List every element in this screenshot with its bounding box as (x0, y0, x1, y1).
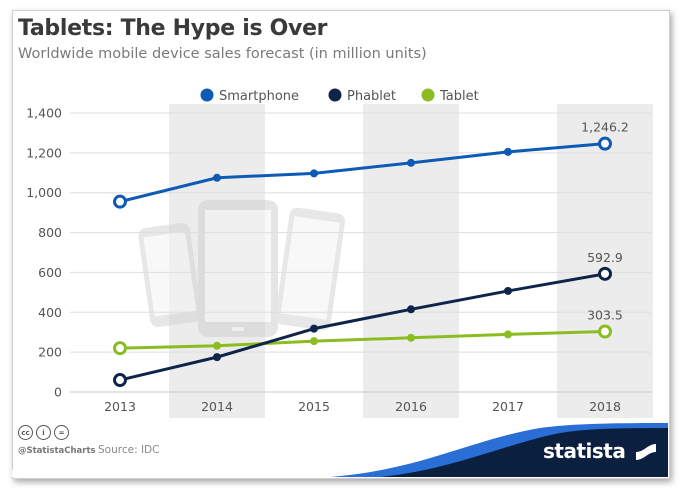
phablet-point (310, 324, 318, 333)
y-tick-label: 1,200 (26, 145, 62, 160)
smartphone-point (407, 158, 415, 167)
phablet-point (113, 373, 127, 388)
statista-brand[interactable]: statista (543, 439, 626, 463)
x-tick-label: 2015 (298, 399, 330, 414)
y-axis-ticks: 0 200 400 600 800 1,000 1,200 1,400 (26, 106, 62, 400)
legend-item-tablet[interactable]: Tablet (421, 88, 479, 105)
y-tick-label: 600 (38, 265, 62, 280)
phablet-line (119, 272, 606, 382)
legend-label: Tablet (439, 89, 479, 104)
tablet-point (407, 333, 415, 342)
y-tick-label: 200 (38, 345, 62, 360)
smartphone-end-label: 1,246.2 (581, 120, 629, 135)
legend-label: Phablet (347, 89, 396, 104)
tablet-center-icon (198, 200, 278, 337)
phablet-point (407, 305, 415, 314)
phablet-point (504, 286, 512, 295)
chart-title: Tablets: The Hype is Over (18, 16, 328, 41)
y-tick-label: 800 (38, 225, 62, 240)
x-axis-ticks: 2013 2014 2015 2016 2017 2018 (104, 399, 621, 414)
legend-swatch-icon (200, 88, 214, 102)
y-tick-label: 1,400 (26, 106, 62, 121)
twitter-handle[interactable]: @StatistaCharts (18, 446, 96, 456)
x-tick-label: 2014 (201, 399, 233, 414)
series-phablet: 592.9 (113, 250, 623, 388)
x-tick-label: 2018 (589, 399, 621, 414)
x-tick-label: 2017 (492, 399, 524, 414)
smartphone-line (119, 142, 606, 204)
smartphone-point (504, 147, 512, 156)
tablet-point (213, 341, 221, 350)
smartphone-point (213, 173, 221, 182)
license-icons: cc i = (18, 425, 69, 440)
y-tick-label: 0 (54, 385, 62, 400)
source-label: Source: IDC (98, 444, 160, 456)
x-tick-label: 2013 (104, 399, 136, 414)
smartphone-point (598, 136, 612, 151)
tablet-point (310, 337, 318, 346)
smartphone-point (113, 194, 127, 209)
chart-subtitle: Worldwide mobile device sales forecast (… (18, 46, 427, 62)
tablet-end-label: 303.5 (587, 308, 623, 323)
column-band-2016 (363, 104, 459, 418)
tablet-line (119, 330, 606, 350)
tablet-point (598, 324, 612, 339)
phablet-point (213, 353, 221, 362)
phone-left-icon (138, 222, 202, 328)
phone-right-icon (275, 207, 346, 331)
tablet-point (113, 341, 127, 356)
legend-label: Smartphone (219, 89, 299, 104)
phablet-end-label: 592.9 (587, 250, 623, 265)
statista-logo-icon (636, 444, 656, 460)
y-tick-label: 1,000 (26, 185, 62, 200)
legend-item-phablet[interactable]: Phablet (328, 88, 397, 105)
gridlines (70, 112, 651, 393)
cc-icon[interactable]: cc (18, 425, 33, 440)
footer-wave (12, 423, 668, 477)
x-tick-label: 2016 (395, 399, 427, 414)
series-smartphone: 1,246.2 (113, 120, 629, 209)
legend: Smartphone Phablet Tablet (200, 88, 479, 105)
smartphone-point (310, 169, 318, 178)
series-tablet: 303.5 (113, 308, 623, 356)
device-illustration (138, 200, 346, 337)
phablet-point (598, 266, 612, 281)
series-lines: 303.5 592.9 1,246.2 (113, 120, 629, 388)
by-icon[interactable]: i (36, 425, 51, 440)
legend-item-smartphone[interactable]: Smartphone (200, 88, 300, 105)
y-tick-label: 400 (38, 305, 62, 320)
column-band-2018 (557, 104, 653, 418)
legend-swatch-icon (328, 88, 342, 102)
legend-swatch-icon (421, 88, 435, 102)
tablet-point (504, 330, 512, 339)
nd-icon[interactable]: = (54, 425, 69, 440)
